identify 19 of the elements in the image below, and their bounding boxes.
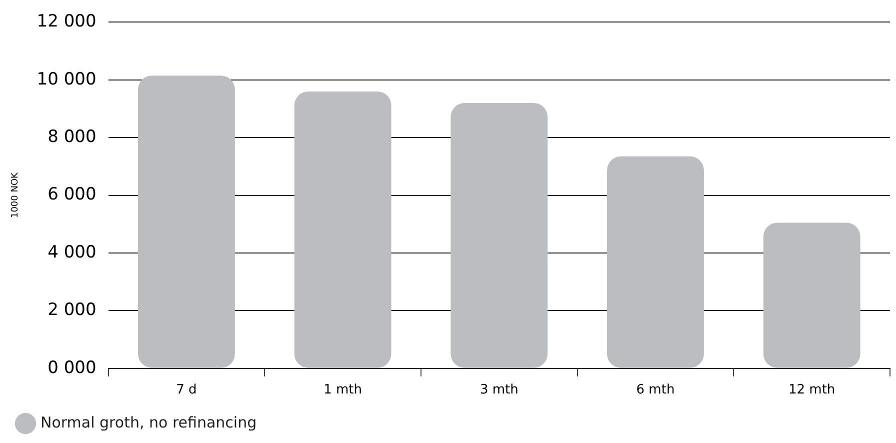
bar [607, 156, 704, 368]
legend-label: Normal groth, no refinancing [40, 413, 257, 432]
y-tick-label: 0 000 [48, 358, 96, 378]
bar [294, 91, 392, 368]
y-tick-label: 6 000 [48, 184, 96, 205]
y-tick-label: 12 000 [36, 12, 96, 32]
bar [138, 76, 235, 368]
bar [763, 222, 860, 368]
x-tick-label: 6 mth [636, 382, 675, 398]
x-tick-label: 7 d [176, 382, 197, 398]
y-axis-title: 1000 NOK [10, 171, 21, 218]
bar [450, 102, 548, 368]
x-tick-label: 12 mth [788, 382, 836, 398]
y-tick-label: 4 000 [48, 242, 96, 262]
y-tick-label: 2 000 [48, 300, 96, 320]
x-tick-label: 3 mth [480, 382, 518, 398]
y-tick-label: 10 000 [36, 69, 96, 90]
y-tick-label: 8 000 [48, 127, 96, 148]
x-tick-label: 1 mth [324, 382, 362, 398]
